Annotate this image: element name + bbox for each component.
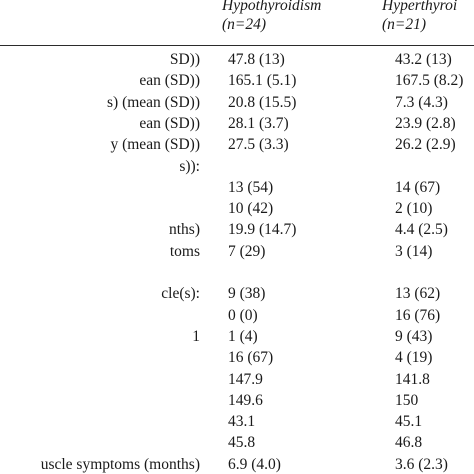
table-row: 13 (54) 14 (67)	[0, 178, 474, 198]
cell-hypothyroidism: 16 (67)	[228, 349, 274, 367]
cell-hyperthyroidism: 26.2 (2.9)	[395, 136, 456, 154]
cell-hypothyroidism: 13 (54)	[228, 178, 274, 196]
cell-hypothyroidism: 10 (42)	[228, 200, 274, 218]
cell-hypothyroidism: 20.8 (15.5)	[228, 93, 297, 111]
cell-hyperthyroidism: 141.8	[395, 370, 430, 388]
column-header-n: (n=21)	[382, 16, 427, 33]
row-label: y (mean (SD))	[110, 136, 200, 154]
table-row: s)):	[0, 157, 474, 177]
table-row: 149.6 150	[0, 391, 474, 411]
cell-hyperthyroidism: 43.2 (13)	[395, 51, 452, 68]
table-row: uscle symptoms (months) 6.9 (4.0) 3.6 (2.3…	[0, 455, 474, 474]
cell-hyperthyroidism: 14 (67)	[395, 178, 441, 196]
row-label: s)):	[179, 157, 200, 175]
header-rule	[0, 45, 474, 46]
column-header-hypothyroidism: Hypothyroidism (n=24)	[222, 0, 321, 34]
column-header-n: (n=24)	[222, 16, 267, 33]
cell-hypothyroidism: 147.9	[228, 370, 263, 388]
cell-hyperthyroidism: 16 (76)	[395, 306, 441, 324]
table-row: y (mean (SD)) 27.5 (3.3) 26.2 (2.9)	[0, 135, 474, 155]
cell-hyperthyroidism: 46.8	[395, 434, 423, 452]
row-label: s) (mean (SD))	[107, 93, 200, 111]
cell-hypothyroidism: 45.8	[228, 434, 256, 452]
cell-hyperthyroidism: 150	[395, 391, 419, 409]
table-row: 43.1 45.1	[0, 412, 474, 432]
cell-hyperthyroidism: 3.6 (2.3)	[395, 455, 448, 473]
cell-hyperthyroidism: 2 (10)	[395, 200, 433, 218]
row-label: ean (SD))	[139, 72, 200, 90]
column-header-hyperthyroidism: Hyperthyroi (n=21)	[382, 0, 457, 34]
row-label: toms	[169, 242, 200, 260]
cell-hyperthyroidism: 3 (14)	[395, 242, 433, 260]
table-row: ean (SD)) 165.1 (5.1) 167.5 (8.2)	[0, 71, 474, 91]
table-row: 10 (42) 2 (10)	[0, 199, 474, 219]
cell-hypothyroidism: 47.8 (13)	[228, 51, 285, 68]
table-row: s) (mean (SD)) 20.8 (15.5) 7.3 (4.3)	[0, 93, 474, 113]
cell-hypothyroidism: 28.1 (3.7)	[228, 114, 289, 132]
cell-hypothyroidism: 1 (4)	[228, 327, 258, 345]
table-row: ean (SD)) 28.1 (3.7) 23.9 (2.8)	[0, 114, 474, 134]
cell-hyperthyroidism: 4 (19)	[395, 349, 433, 367]
row-label: cle(s):	[161, 285, 200, 303]
cell-hypothyroidism: 149.6	[228, 391, 263, 409]
table-row: cle(s): 9 (38) 13 (62)	[0, 284, 474, 304]
table-row: 45.8 46.8	[0, 433, 474, 453]
row-label: SD))	[169, 51, 200, 68]
cell-hyperthyroidism: 7.3 (4.3)	[395, 93, 448, 111]
table-row: nths) 19.9 (14.7) 4.4 (2.5)	[0, 220, 474, 240]
table-row: toms 7 (29) 3 (14)	[0, 242, 474, 262]
table-row: SD)) 47.8 (13) 43.2 (13)	[0, 50, 474, 70]
row-label: nths)	[169, 221, 200, 239]
cell-hypothyroidism: 19.9 (14.7)	[228, 221, 297, 239]
cell-hypothyroidism: 0 (0)	[228, 306, 258, 324]
cell-hypothyroidism: 165.1 (5.1)	[228, 72, 297, 90]
cell-hypothyroidism: 27.5 (3.3)	[228, 136, 289, 154]
table-row: 0 (0) 16 (76)	[0, 306, 474, 326]
table-row: 16 (67) 4 (19)	[0, 348, 474, 368]
cell-hypothyroidism: 43.1	[228, 413, 256, 431]
cell-hypothyroidism: 7 (29)	[228, 242, 266, 260]
cell-hypothyroidism: 6.9 (4.0)	[228, 455, 281, 473]
cell-hyperthyroidism: 4.4 (2.5)	[395, 221, 448, 239]
table-row: 1 1 (4) 9 (43)	[0, 327, 474, 347]
table-row: 147.9 141.8	[0, 370, 474, 390]
cell-hyperthyroidism: 13 (62)	[395, 285, 441, 303]
cell-hyperthyroidism: 9 (43)	[395, 327, 433, 345]
cell-hyperthyroidism: 167.5 (8.2)	[395, 72, 464, 90]
cell-hypothyroidism: 9 (38)	[228, 285, 266, 303]
row-label: ean (SD))	[139, 114, 200, 132]
row-label: uscle symptoms (months)	[40, 455, 200, 473]
row-label: 1	[192, 327, 200, 345]
column-header-title: Hypothyroidism	[222, 0, 322, 14]
cell-hyperthyroidism: 23.9 (2.8)	[395, 114, 456, 132]
cell-hyperthyroidism: 45.1	[395, 413, 423, 431]
table-row	[0, 263, 474, 283]
column-header-title: Hyperthyroi	[382, 0, 458, 14]
